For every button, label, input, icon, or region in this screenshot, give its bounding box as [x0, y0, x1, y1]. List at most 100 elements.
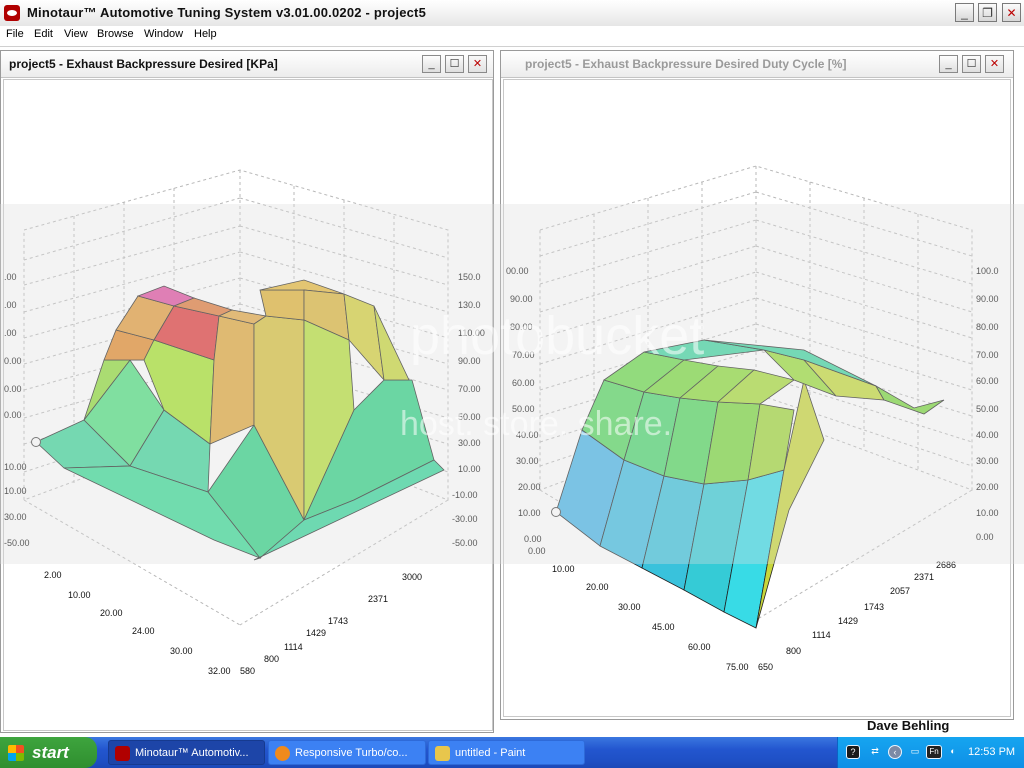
z-tick-left: -50.00 [4, 538, 30, 548]
z-tick-left: .00 [4, 272, 17, 282]
z-tick-left: 0.00 [4, 384, 22, 394]
minimize-button[interactable]: _ [939, 55, 958, 73]
surface-plot-kpa[interactable]: 150.0 130.0 110.00 90.00 70.00 50.00 30.… [3, 79, 493, 731]
minotaur-logo-icon[interactable] [4, 5, 20, 21]
z-tick-right: 0.00 [976, 532, 994, 542]
x-tick: 60.00 [688, 642, 711, 652]
x-tick: 30.00 [618, 602, 641, 612]
menu-file[interactable]: File [6, 28, 24, 40]
taskbar: start Minotaur™ Automotiv... Responsive … [0, 737, 1024, 768]
z-tick-left: .00 [4, 300, 17, 310]
x-tick: 24.00 [132, 626, 155, 636]
maximize-button[interactable]: ☐ [445, 55, 464, 73]
y-tick: 2371 [914, 572, 934, 582]
z-tick-right: 70.00 [976, 350, 999, 360]
x-tick: 32.00 [208, 666, 231, 676]
firefox-icon [275, 746, 290, 761]
z-tick-left: 0.00 [4, 410, 22, 420]
window-title: project5 - Exhaust Backpressure Desired … [9, 57, 278, 71]
y-tick: 3000 [402, 572, 422, 582]
z-tick-right: 70.00 [458, 384, 481, 394]
help-tray-icon[interactable]: ? [846, 745, 860, 759]
surface-chart-kpa[interactable]: 150.0 130.0 110.00 90.00 70.00 50.00 30.… [4, 80, 492, 730]
app-restore-button[interactable]: ❐ [978, 3, 997, 22]
z-tick-right: 110.00 [458, 328, 485, 338]
z-tick-right: -50.00 [452, 538, 478, 548]
maximize-button[interactable]: ☐ [962, 55, 981, 73]
z-tick-right: 30.00 [458, 438, 481, 448]
x-tick: 20.00 [100, 608, 123, 618]
z-tick-left: 70.00 [512, 350, 535, 360]
x-tick: 45.00 [652, 622, 675, 632]
menu-window[interactable]: Window [144, 28, 184, 40]
y-tick: 800 [786, 646, 801, 656]
y-tick: 1114 [812, 630, 831, 640]
minimize-button[interactable]: _ [422, 55, 441, 73]
z-tick-right: 150.0 [458, 272, 481, 282]
z-tick-right: 100.0 [976, 266, 999, 276]
z-tick-right: 10.00 [458, 464, 481, 474]
z-tick-right: 90.00 [976, 294, 999, 304]
y-tick: 1114 [284, 642, 303, 652]
start-button[interactable]: start [0, 737, 97, 768]
x-tick: 20.00 [586, 582, 609, 592]
app-title: Minotaur™ Automotive Tuning System v3.01… [27, 5, 427, 20]
y-tick: 1743 [328, 616, 348, 626]
surface-chart-duty[interactable]: 100.0 90.00 80.00 70.00 60.00 50.00 40.0… [504, 80, 1010, 716]
taskbar-item-label: Minotaur™ Automotiv... [135, 747, 249, 759]
z-tick-right: 50.00 [458, 412, 481, 422]
app-close-button[interactable]: ✕ [1002, 3, 1021, 22]
y-tick: 2686 [936, 560, 956, 570]
fn-tray-icon[interactable]: Fn [926, 745, 942, 759]
z-tick-right: -10.00 [452, 490, 478, 500]
close-button[interactable]: ✕ [985, 55, 1004, 73]
y-tick: 580 [240, 666, 255, 676]
taskbar-item-minotaur[interactable]: Minotaur™ Automotiv... [108, 740, 265, 765]
watermark-logo-text: photobucket [410, 306, 705, 366]
minotaur-icon [115, 746, 130, 761]
menu-view[interactable]: View [64, 28, 88, 40]
mdi-desktop: project5 - Exhaust Backpressure Desired … [0, 47, 1024, 737]
start-label: start [32, 743, 69, 762]
z-tick-left: 0.00 [524, 534, 542, 544]
app-minimize-button[interactable]: _ [955, 3, 974, 22]
z-tick-right: 50.00 [976, 404, 999, 414]
z-tick-right: 30.00 [976, 456, 999, 466]
z-tick-left: 10.00 [4, 462, 27, 472]
y-tick: 650 [758, 662, 773, 672]
z-tick-left: 0.00 [4, 356, 22, 366]
surface-plot-duty[interactable]: 100.0 90.00 80.00 70.00 60.00 50.00 40.0… [503, 79, 1011, 717]
backpressure-kpa-window[interactable]: project5 - Exhaust Backpressure Desired … [0, 50, 494, 733]
monitor-tray-icon[interactable]: ▭ [910, 746, 920, 756]
windows-logo-icon [8, 745, 24, 761]
taskbar-item-label: Responsive Turbo/co... [295, 747, 408, 759]
network-tray-icon[interactable]: ⇄ [871, 746, 879, 756]
z-tick-right: 20.00 [976, 482, 999, 492]
app-titlebar: Minotaur™ Automotive Tuning System v3.01… [0, 0, 1024, 27]
taskbar-item-firefox[interactable]: Responsive Turbo/co... [268, 740, 426, 765]
volume-tray-icon[interactable]: ◐ [950, 746, 956, 756]
window-titlebar[interactable]: project5 - Exhaust Backpressure Desired … [501, 51, 1013, 78]
paint-icon [435, 746, 450, 761]
menu-browse[interactable]: Browse [97, 28, 134, 40]
close-button[interactable]: ✕ [468, 55, 487, 73]
y-tick: 1429 [838, 616, 858, 626]
z-tick-left: .00 [4, 328, 17, 338]
taskbar-item-paint[interactable]: untitled - Paint [428, 740, 585, 765]
z-tick-left: 10.00 [518, 508, 541, 518]
menu-help[interactable]: Help [194, 28, 217, 40]
z-tick-left: 00.00 [506, 266, 529, 276]
window-titlebar[interactable]: project5 - Exhaust Backpressure Desired … [1, 51, 493, 78]
z-tick-right: 90.00 [458, 356, 481, 366]
menu-edit[interactable]: Edit [34, 28, 53, 40]
x-tick: 75.00 [726, 662, 749, 672]
back-arrow-tray-icon[interactable]: ‹ [888, 745, 902, 759]
surface-origin-handle[interactable] [551, 507, 561, 517]
clock[interactable]: 12:53 PM [968, 746, 1016, 758]
z-tick-left: 10.00 [4, 486, 27, 496]
z-tick-right: 80.00 [976, 322, 999, 332]
z-tick-left: 30.00 [516, 456, 539, 466]
duty-cycle-window[interactable]: project5 - Exhaust Backpressure Desired … [500, 50, 1014, 720]
surface-origin-handle[interactable] [31, 437, 41, 447]
y-tick: 2371 [368, 594, 388, 604]
